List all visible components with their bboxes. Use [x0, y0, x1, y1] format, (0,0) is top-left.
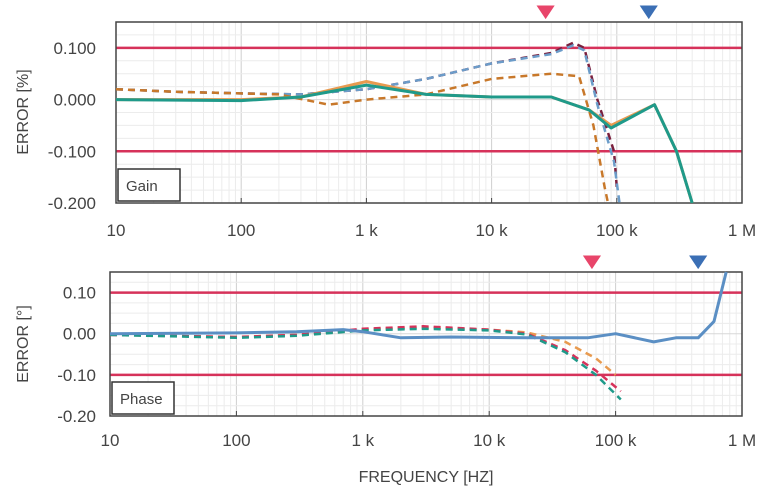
plot-gain: 10 100 1 k 10 k 100 k 1 M 0.100 0.000 -0.100 -0.2… [15, 4, 756, 240]
y-tick-label: 0.00 [63, 325, 96, 344]
legend-box-label: Gain [126, 178, 158, 195]
y-tick-label: -0.200 [48, 194, 96, 213]
x-tick-label: 10 [107, 221, 126, 240]
legend-box-frame [111, 381, 175, 415]
series-line-5 [116, 83, 694, 203]
x-tick-label: 100 [227, 221, 255, 240]
y-tick-label: 0.100 [53, 39, 96, 58]
marker-triangle [687, 254, 710, 271]
x-tick-label: 10 k [473, 431, 506, 450]
y-tick-label: -0.10 [57, 366, 96, 385]
x-tick-label: 1 k [355, 221, 378, 240]
x-tick-label: 10 k [476, 221, 509, 240]
x-tick-label: 1 M [728, 221, 756, 240]
x-tick-label: 1 M [728, 431, 756, 450]
y-tick-label: -0.100 [48, 142, 96, 161]
y-tick-label: 0.000 [53, 91, 96, 110]
series-group [116, 41, 694, 203]
y-axis-label: ERROR [°] [15, 305, 32, 383]
plot-frame [109, 271, 743, 417]
plot-phase: 10 100 1 k 10 k 100 k 1 M 0.10 0.00 -0.10 -0.20 ER… [15, 254, 756, 486]
marker-triangle [637, 4, 660, 21]
legend-box-label: Phase [120, 391, 163, 408]
legend-box-frame [117, 168, 181, 202]
x-tick-label: 100 k [595, 431, 637, 450]
y-tick-label: 0.10 [63, 284, 96, 303]
x-tick-label: 1 k [351, 431, 374, 450]
series-group [110, 271, 728, 401]
marker-triangle [534, 4, 557, 21]
series-line-3 [116, 72, 610, 203]
y-tick-label: -0.20 [57, 407, 96, 426]
legend-box: Gain [117, 168, 181, 202]
series-line-4 [110, 271, 728, 344]
legend-box: Phase [111, 381, 175, 415]
series-line-3 [110, 327, 622, 401]
x-tick-label: 100 [222, 431, 250, 450]
marker-triangle [581, 254, 603, 271]
plot-frame [115, 21, 743, 204]
x-axis-label: FREQUENCY [HZ] [359, 469, 494, 486]
y-axis-label: ERROR [%] [15, 69, 32, 154]
x-tick-label: 100 k [596, 221, 638, 240]
x-tick-label: 10 [101, 431, 120, 450]
